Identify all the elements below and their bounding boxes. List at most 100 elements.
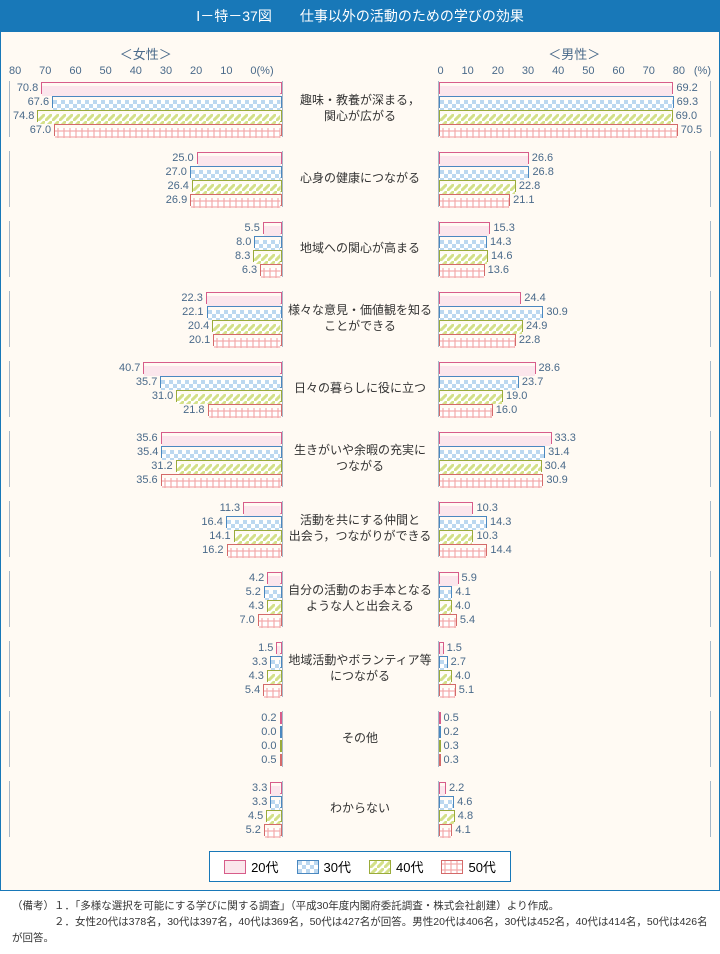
bar-male [439, 572, 459, 584]
bar-female [280, 712, 282, 724]
bar-male [439, 250, 489, 262]
bar-female [280, 726, 282, 738]
bar-male [439, 474, 544, 486]
bar-female [270, 782, 281, 794]
bar-male [439, 544, 488, 556]
bar-female [234, 530, 282, 542]
category-label: 日々の暮らしに役に立つ [283, 381, 438, 397]
bar-male [439, 236, 488, 248]
bar-female [280, 754, 282, 766]
category-row: 22.322.120.420.1様々な意見・価値観を知ることができる24.430… [9, 291, 711, 347]
bar-female [190, 166, 282, 178]
category-label: 自分の活動のお手本となるような人と出会える [283, 583, 438, 614]
bar-male [439, 530, 474, 542]
category-label: 様々な意見・価値観を知ることができる [283, 303, 438, 334]
legend-item: 50代 [441, 857, 495, 876]
bar-male [439, 376, 519, 388]
bar-male [439, 96, 674, 108]
bar-male [439, 642, 444, 654]
category-label: その他 [283, 731, 438, 747]
category-row: 40.735.731.021.8日々の暮らしに役に立つ28.623.719.01… [9, 361, 711, 417]
bar-female [263, 684, 281, 696]
bar-male [439, 446, 546, 458]
bar-female [254, 236, 281, 248]
bar-female [263, 222, 282, 234]
bar-male [439, 292, 522, 304]
bar-female [267, 600, 282, 612]
bar-male [439, 404, 493, 416]
bar-female [37, 110, 281, 122]
bar-male [439, 320, 524, 332]
bar-male [439, 796, 455, 808]
category-row: 4.25.24.37.0自分の活動のお手本となるような人と出会える5.94.14… [9, 571, 711, 627]
legend-item: 30代 [297, 857, 351, 876]
bar-male [439, 586, 453, 598]
bar-male [439, 810, 455, 822]
bar-female [197, 152, 282, 164]
bar-male [439, 124, 678, 136]
category-row: 3.33.34.55.2わからない2.24.64.84.1 [9, 781, 711, 837]
bar-male [439, 362, 536, 374]
bar-female [243, 502, 281, 514]
bar-male [439, 432, 552, 444]
bar-female [227, 544, 282, 556]
bar-female [264, 824, 282, 836]
bar-male [439, 516, 488, 528]
category-label: わからない [283, 801, 438, 817]
bar-male [439, 222, 491, 234]
bar-female [260, 264, 281, 276]
bar-male [439, 306, 544, 318]
bar-male [439, 600, 453, 612]
bar-female [52, 96, 281, 108]
axis-row: (%) 01020304050607080 01020304050607080 … [9, 65, 711, 77]
bar-male [439, 180, 516, 192]
category-label: 心身の健康につながる [283, 171, 438, 187]
bar-male [439, 110, 673, 122]
bar-male [439, 684, 456, 696]
bar-female [41, 82, 281, 94]
bar-male [439, 726, 441, 738]
bar-male [439, 390, 503, 402]
category-row: 11.316.414.116.2活動を共にする仲間と出会う，つながりができる10… [9, 501, 711, 557]
category-label: 活動を共にする仲間と出会う，つながりができる [283, 513, 438, 544]
legend-item: 40代 [369, 857, 423, 876]
bar-female [212, 320, 281, 332]
bar-female [176, 390, 281, 402]
footnotes: （備考）１．「多様な選択を可能にする学びに関する調査」（平成30年度内閣府委託調… [0, 891, 720, 954]
bar-female [143, 362, 281, 374]
bar-female [192, 180, 282, 192]
bar-female [267, 670, 282, 682]
bar-male [439, 460, 542, 472]
bar-male [439, 614, 457, 626]
bar-male [439, 656, 448, 668]
bar-female [270, 656, 281, 668]
bar-male [439, 194, 511, 206]
category-label: 趣味・教養が深まる，関心が広がる [283, 93, 438, 124]
bar-female [264, 586, 282, 598]
category-label: 地域活動やボランティア等につながる [283, 653, 438, 684]
legend-item: 20代 [224, 857, 278, 876]
bar-female [253, 250, 281, 262]
bar-female [213, 334, 281, 346]
bar-male [439, 712, 441, 724]
bar-female [176, 460, 282, 472]
category-row: 1.53.34.35.4地域活動やボランティア等につながる1.52.74.05.… [9, 641, 711, 697]
bar-male [439, 264, 485, 276]
bar-male [439, 740, 441, 752]
bar-female [160, 376, 281, 388]
bar-male [439, 782, 446, 794]
header-female: ＜女性＞ [9, 44, 283, 63]
bar-female [161, 446, 281, 458]
bar-female [207, 306, 282, 318]
bar-male [439, 502, 474, 514]
category-label: 生きがいや余暇の充実につながる [283, 443, 438, 474]
bar-male [439, 334, 516, 346]
bar-female [258, 614, 282, 626]
bar-female [54, 124, 281, 136]
legend: 20代 30代 40代 50代 [209, 851, 511, 882]
bar-male [439, 670, 453, 682]
bar-female [266, 810, 281, 822]
category-row: 0.20.00.00.5その他0.50.20.30.3 [9, 711, 711, 767]
category-row: 70.867.674.867.0趣味・教養が深まる，関心が広がる69.269.3… [9, 81, 711, 137]
category-label: 地域への関心が高まる [283, 241, 438, 257]
